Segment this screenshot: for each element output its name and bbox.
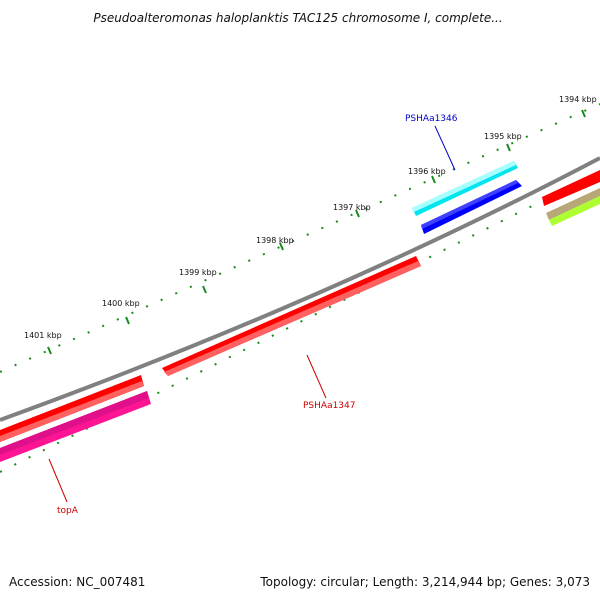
ruler-label: 1397 kbp	[333, 203, 371, 212]
ruler-major-tick	[506, 143, 511, 152]
ruler-major-tick	[581, 109, 586, 118]
ruler-label: 1396 kbp	[408, 167, 446, 176]
gene-tan-right[interactable]	[546, 188, 600, 220]
ruler-major-tick	[47, 346, 52, 355]
label-leader-PSHAa1347	[306, 354, 327, 399]
label-leader-PSHAa1346	[434, 125, 456, 171]
ruler-major-tick	[125, 316, 130, 325]
map-title: Pseudoalteromonas haloplanktis TAC125 ch…	[93, 11, 502, 25]
label-leader-topA	[48, 458, 68, 503]
ruler-label: 1400 kbp	[102, 299, 140, 308]
gene-PSHAa1346[interactable]	[412, 161, 518, 216]
ruler-label: 1401 kbp	[24, 331, 62, 340]
ruler-major-tick	[355, 209, 360, 218]
gene-PSHAa1347[interactable]	[162, 256, 421, 376]
ruler-major-tick	[431, 175, 436, 184]
ruler-major-tick	[202, 285, 207, 294]
genome-summary-text: Topology: circular; Length: 3,214,944 bp…	[259, 575, 590, 589]
gene-label-PSHAa1347[interactable]: PSHAa1347	[303, 401, 355, 411]
ruler-label: 1394 kbp	[559, 95, 597, 104]
gene-label-PSHAa1346[interactable]: PSHAa1346	[405, 114, 458, 124]
gene-red-left[interactable]	[0, 375, 144, 442]
accession-text: Accession: NC_007481	[9, 575, 145, 589]
gene-topA[interactable]	[0, 391, 151, 462]
gene-reverse-blue[interactable]	[421, 180, 522, 234]
gene-green-right[interactable]	[549, 196, 600, 226]
genome-backbone	[0, 156, 600, 422]
ruler-label: 1398 kbp	[256, 236, 294, 245]
outer-tick-ring: 1394 kbp 1395 kbp 1396 kbp 1397 kbp 1398…	[0, 95, 600, 373]
ruler-label: 1395 kbp	[484, 132, 522, 141]
gene-label-topA[interactable]: topA	[57, 506, 79, 516]
ruler-label: 1399 kbp	[179, 268, 217, 277]
gene-red-right[interactable]	[542, 170, 600, 206]
ruler-major-tick	[279, 242, 284, 251]
